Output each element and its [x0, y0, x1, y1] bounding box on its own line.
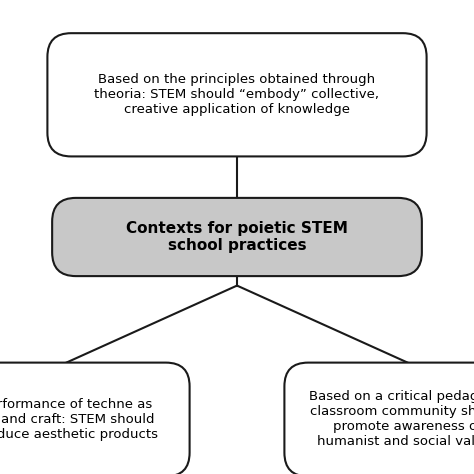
Text: Performance of techne as
art and craft: STEM should
produce aesthetic products: Performance of techne as art and craft: … — [0, 398, 158, 441]
Text: Based on the principles obtained through
theoria: STEM should “embody” collectiv: Based on the principles obtained through… — [94, 73, 380, 116]
Text: Based on a critical pedagogy:
classroom community should
promote awareness of
hu: Based on a critical pedagogy: classroom … — [309, 391, 474, 448]
FancyBboxPatch shape — [52, 198, 422, 276]
FancyBboxPatch shape — [284, 363, 474, 474]
Text: Contexts for poietic STEM
school practices: Contexts for poietic STEM school practic… — [126, 221, 348, 253]
FancyBboxPatch shape — [0, 363, 190, 474]
FancyBboxPatch shape — [47, 33, 427, 156]
